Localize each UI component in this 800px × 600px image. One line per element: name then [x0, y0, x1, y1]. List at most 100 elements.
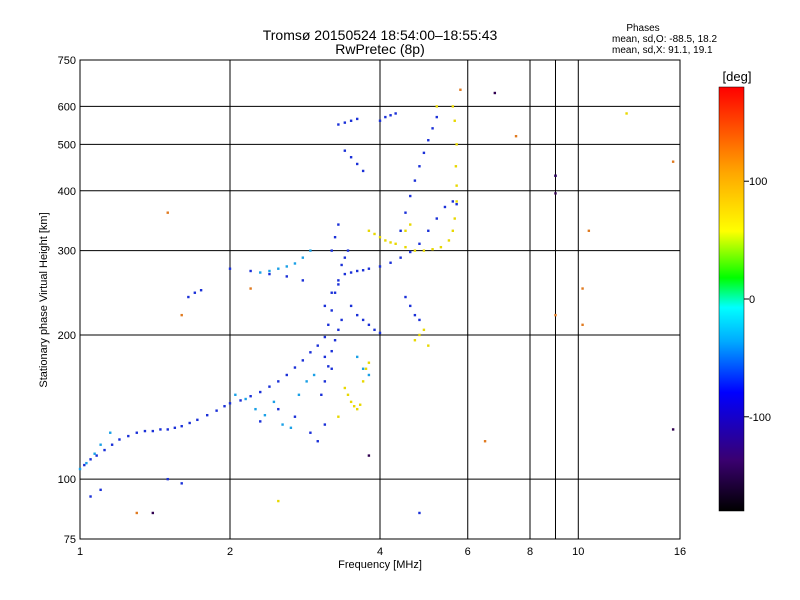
data-point [384, 239, 387, 242]
data-point [293, 415, 297, 418]
data-point [180, 482, 183, 485]
data-point [427, 139, 430, 142]
data-point [413, 249, 417, 252]
data-point [349, 400, 353, 404]
data-point [431, 248, 434, 251]
data-point [180, 313, 183, 317]
data-point [85, 461, 88, 465]
data-point [389, 241, 392, 244]
data-point [285, 265, 288, 268]
x-axis-ticks: 1 2 4 6 8 10 16 [77, 546, 686, 558]
data-point [451, 200, 455, 203]
data-point [413, 313, 417, 317]
y-axis-label: Stationary phase Virtual Height [km] [38, 212, 50, 387]
phase-box-o: mean, sd,O: -88.5, 18.2 [612, 34, 717, 45]
colorbar-gradient [718, 86, 745, 512]
data-point [349, 304, 353, 308]
data-point [389, 114, 392, 117]
data-point [166, 477, 169, 481]
data-point [443, 205, 447, 209]
data-point [431, 127, 434, 130]
data-point [151, 429, 155, 433]
data-point [259, 271, 262, 274]
data-point [422, 328, 426, 332]
data-point [340, 263, 343, 267]
data-point [625, 112, 628, 115]
data-point [439, 245, 443, 249]
data-point [373, 328, 376, 332]
data-point [367, 229, 371, 232]
data-point [409, 304, 412, 308]
data-point [378, 331, 382, 335]
data-point [99, 443, 102, 446]
data-point [349, 156, 353, 159]
y-tick-label: 300 [58, 246, 76, 258]
data-point [554, 313, 557, 317]
data-point [399, 256, 402, 259]
data-point [327, 365, 330, 368]
data-point [367, 454, 371, 457]
data-point [367, 361, 371, 364]
data-point [455, 184, 458, 187]
data-point [199, 289, 203, 292]
colorbar-tick-label: 0 [749, 294, 755, 306]
data-point [337, 223, 340, 226]
data-point [455, 200, 458, 203]
data-point [361, 169, 365, 173]
data-point [89, 495, 92, 498]
data-point [455, 143, 458, 146]
data-point [483, 440, 487, 443]
data-point [337, 123, 340, 126]
data-point [301, 359, 305, 362]
y-tick-label: 600 [58, 101, 76, 113]
data-point [340, 318, 343, 322]
data-point [352, 405, 356, 408]
phase-box-x: mean, sd,X: 91.1, 19.1 [612, 45, 713, 56]
data-point [418, 165, 421, 168]
data-point [367, 267, 371, 270]
data-point [451, 105, 455, 108]
data-point [355, 269, 359, 273]
data-point [447, 239, 451, 242]
data-point [454, 165, 458, 168]
data-point [337, 283, 340, 286]
data-point [378, 265, 382, 268]
data-point [361, 367, 365, 370]
data-point [404, 245, 407, 249]
data-point [394, 112, 397, 115]
x-tick-label: 8 [527, 546, 533, 558]
data-point [514, 134, 518, 138]
data-point [384, 115, 387, 119]
chart-subtitle: RwPretec (8p) [335, 41, 424, 57]
data-point [327, 323, 330, 327]
data-point [343, 149, 347, 152]
x-tick-label: 16 [674, 546, 686, 558]
data-point [239, 399, 242, 402]
data-point [404, 229, 407, 232]
data-point [89, 458, 92, 461]
data-point [389, 261, 392, 264]
data-point [435, 115, 438, 119]
data-point [83, 463, 86, 467]
data-points [78, 88, 675, 515]
data-point [404, 211, 407, 214]
data-point [323, 423, 327, 426]
data-point [394, 242, 397, 245]
data-point [409, 223, 412, 226]
data-point [587, 229, 591, 232]
data-point [455, 202, 458, 206]
data-point [272, 400, 276, 404]
data-point [249, 269, 252, 273]
colorbar-tick-label: -100 [749, 412, 771, 424]
data-point [223, 405, 226, 408]
data-point [346, 393, 350, 397]
data-point [135, 431, 138, 434]
data-point [309, 431, 312, 434]
data-point [330, 309, 333, 312]
data-point [159, 428, 162, 431]
data-point [330, 291, 333, 294]
data-point [293, 262, 297, 265]
data-point [301, 279, 305, 282]
data-point [418, 333, 421, 337]
y-tick-label: 100 [58, 474, 76, 486]
